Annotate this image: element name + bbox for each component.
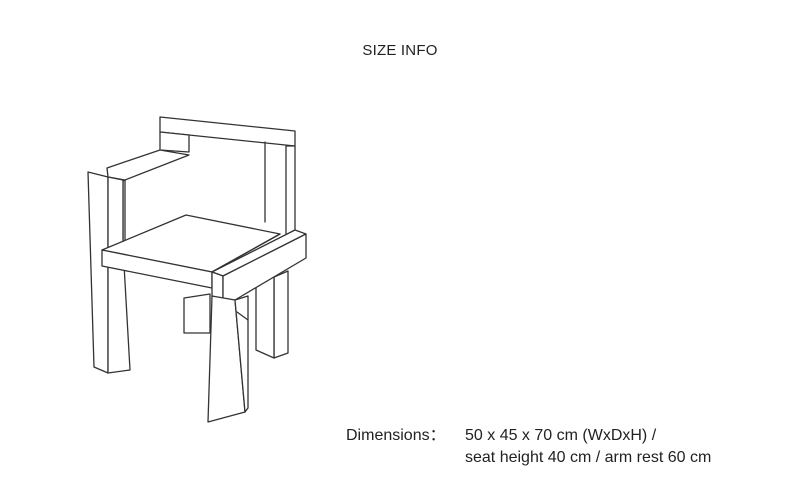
dimensions-size: 50 x 45 x 70 cm (WxDxH) /	[465, 427, 657, 444]
page-title: SIZE INFO	[362, 42, 438, 59]
back-right-leg	[255, 270, 289, 359]
backrest	[159, 116, 296, 236]
left-armrest	[87, 149, 190, 374]
dimensions-label: Dimensions：	[346, 427, 446, 444]
right-armrest	[207, 229, 307, 423]
dimensions-heights: seat height 40 cm / arm rest 60 cm	[465, 449, 712, 466]
stretcher	[183, 293, 211, 334]
